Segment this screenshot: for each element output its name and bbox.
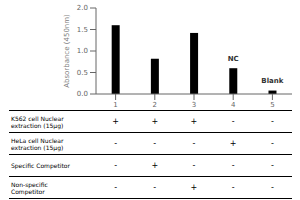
html-text:K562 cell Nuclear extraction (: K562 cell Nuclear extraction (15μg) [11,114,64,129]
svg-text:1: 1 [113,101,117,108]
svg-text:NC: NC [228,55,239,63]
svg-text:1.0: 1.0 [77,47,88,55]
svg-text:0.5: 0.5 [77,69,88,77]
svg-text:2: 2 [153,101,157,108]
html-text:HeLa cell Nuclear extraction (: HeLa cell Nuclear extraction (15μg) [11,136,64,151]
svg-text:2.0: 2.0 [77,4,88,12]
svg-text:4: 4 [231,101,236,108]
html-text:Non-specific Competitor: Non-specific Competitor [11,180,48,195]
svg-text:Absorbance (450nm): Absorbance (450nm) [63,14,71,88]
svg-text:1.5: 1.5 [77,26,88,34]
svg-text:5: 5 [270,101,274,108]
svg-text:Blank: Blank [261,77,283,85]
svg-text:3: 3 [192,101,196,108]
html-text:Specific Competitor: Specific Competitor [11,162,70,169]
svg-text:0.0: 0.0 [77,90,88,98]
